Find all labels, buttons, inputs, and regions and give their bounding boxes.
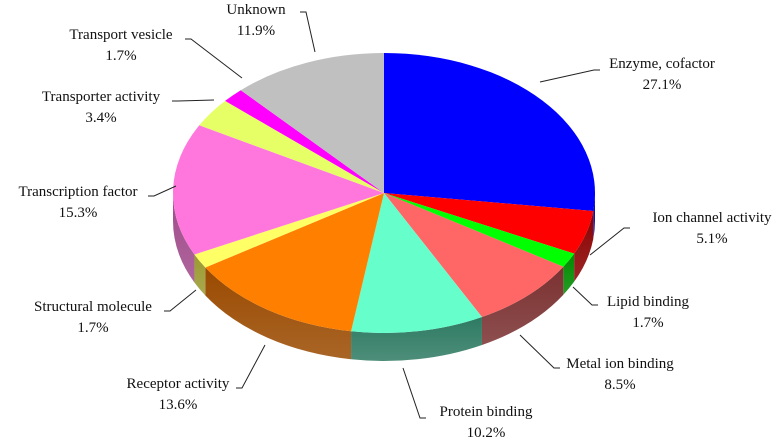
slice-value-lipid-binding: 1.7% [632,315,663,331]
slice-label-structural-molecule: Structural molecule [34,299,152,315]
slice-transport-vesicle [225,90,384,193]
slice-label-transporter-activity: Transporter activity [42,89,161,105]
leader-line-receptor-activity [236,344,266,389]
slice-label-lipid-binding: Lipid binding [607,294,690,310]
slice-unknown [240,53,384,193]
slice-side-metal-ion-binding [481,266,564,345]
slice-value-ion-channel-activity: 5.1% [696,231,727,247]
slice-side-protein-binding [351,316,482,361]
slice-label-metal-ion-binding: Metal ion binding [566,356,674,372]
slice-value-transcription-factor: 15.3% [59,205,98,221]
slice-side-enzyme-cofactor [593,193,595,239]
slice-side-receptor-activity [205,267,352,360]
slice-value-protein-binding: 10.2% [467,425,506,441]
slice-label-receptor-activity: Receptor activity [127,376,230,392]
leader-line-unknown [300,11,316,53]
slice-value-receptor-activity: 13.6% [159,397,198,413]
slice-transcription-factor [173,125,384,255]
slice-value-transport-vesicle: 1.7% [105,48,136,64]
pie-labels: Enzyme, cofactor 27.1% Ion channel activit… [18,2,772,441]
leader-line-lipid-binding [572,286,598,306]
slice-value-structural-molecule: 1.7% [77,320,108,336]
leader-line-transport-vesicle [185,38,243,79]
slice-enzyme-cofactor [384,53,596,211]
pie-top-faces [173,53,596,333]
pie-side-walls [173,193,595,361]
slice-ion-channel-activity [384,193,594,254]
slice-side-structural-molecule [194,254,206,296]
slice-metal-ion-binding [384,193,564,317]
slice-label-protein-binding: Protein binding [440,404,533,420]
slice-lipid-binding [384,193,575,267]
slice-transporter-activity [199,100,384,193]
slice-value-enzyme-cofactor: 27.1% [643,77,682,93]
slice-structural-molecule [194,193,384,268]
leader-line-metal-ion-binding [519,334,560,369]
leader-line-transporter-activity [172,99,215,102]
slice-side-transcription-factor [173,193,195,283]
slice-receptor-activity [205,193,384,332]
slice-label-transcription-factor: Transcription factor [18,184,137,200]
leader-line-transcription-factor [148,185,177,197]
slice-label-ion-channel-activity: Ion channel activity [652,210,772,226]
leader-line-structural-molecule [164,289,197,312]
slice-label-enzyme-cofactor: Enzyme, cofactor [609,56,715,72]
slice-side-lipid-binding [563,253,575,295]
slice-value-transporter-activity: 3.4% [85,110,116,126]
slice-label-unknown: Unknown [226,2,286,18]
slice-value-metal-ion-binding: 8.5% [604,377,635,393]
slice-side-ion-channel-activity [574,210,594,282]
leader-line-protein-binding [402,367,426,419]
slice-protein-binding [351,193,482,333]
leader-line-enzyme-cofactor [539,69,600,83]
leader-line-ion-channel-activity [589,227,630,256]
slice-label-transport-vesicle: Transport vesicle [69,27,173,43]
slice-value-unknown: 11.9% [237,23,275,39]
